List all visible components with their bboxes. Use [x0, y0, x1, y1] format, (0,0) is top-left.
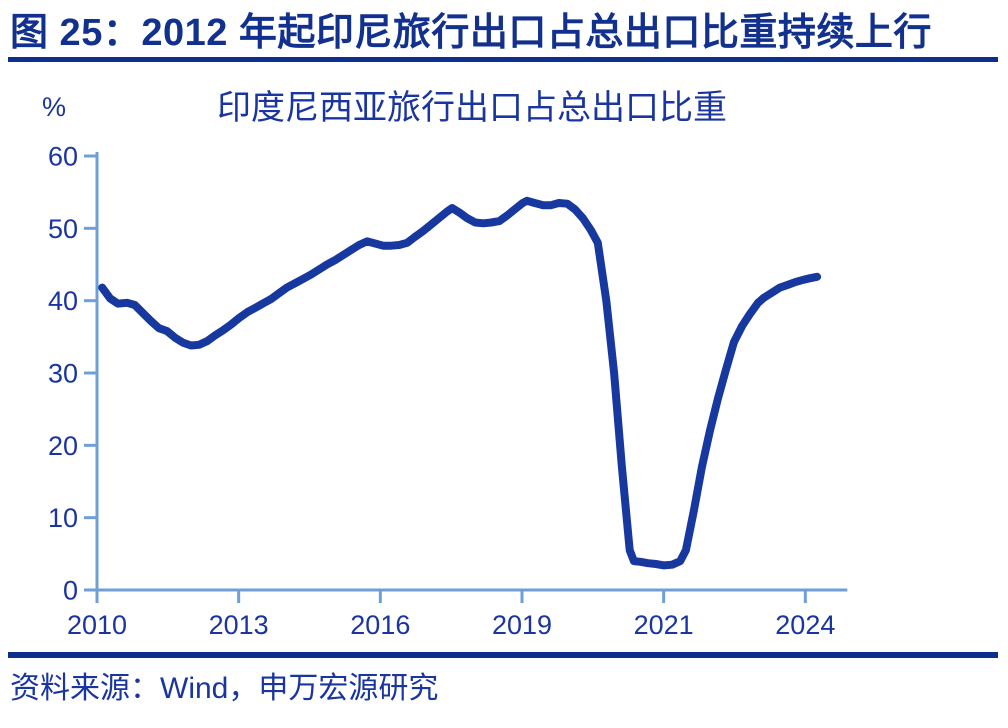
- footer-divider: [8, 652, 998, 658]
- x-tick-label: 2019: [492, 610, 552, 640]
- x-tick-label: 2010: [67, 610, 127, 640]
- x-tick-label: 2016: [350, 610, 410, 640]
- y-tick-label: 0: [63, 576, 78, 606]
- header-divider: [8, 57, 998, 62]
- y-axis-unit-label: %: [42, 92, 67, 122]
- y-tick-label: 60: [48, 142, 78, 172]
- source-note: 资料来源：Wind，申万宏源研究: [10, 672, 439, 705]
- chart-title: 印度尼西亚旅行出口占总出口比重: [217, 89, 727, 127]
- series-line: [98, 196, 822, 570]
- figure-header-title: 图 25：2012 年起印尼旅行出口占总出口比重持续上行: [10, 12, 932, 54]
- y-tick-label: 50: [48, 214, 78, 244]
- x-tick-label: 2013: [209, 610, 269, 640]
- x-tick-label: 2021: [634, 610, 694, 640]
- y-tick-label: 10: [48, 503, 78, 533]
- x-tick-label: 2024: [775, 610, 835, 640]
- y-tick-label: 20: [48, 431, 78, 461]
- y-tick-label: 40: [48, 286, 78, 316]
- y-tick-label: 30: [48, 359, 78, 389]
